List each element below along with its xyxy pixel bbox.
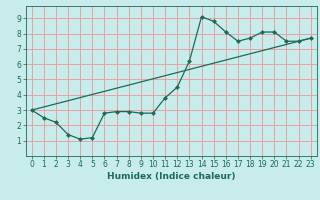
X-axis label: Humidex (Indice chaleur): Humidex (Indice chaleur) xyxy=(107,172,236,181)
